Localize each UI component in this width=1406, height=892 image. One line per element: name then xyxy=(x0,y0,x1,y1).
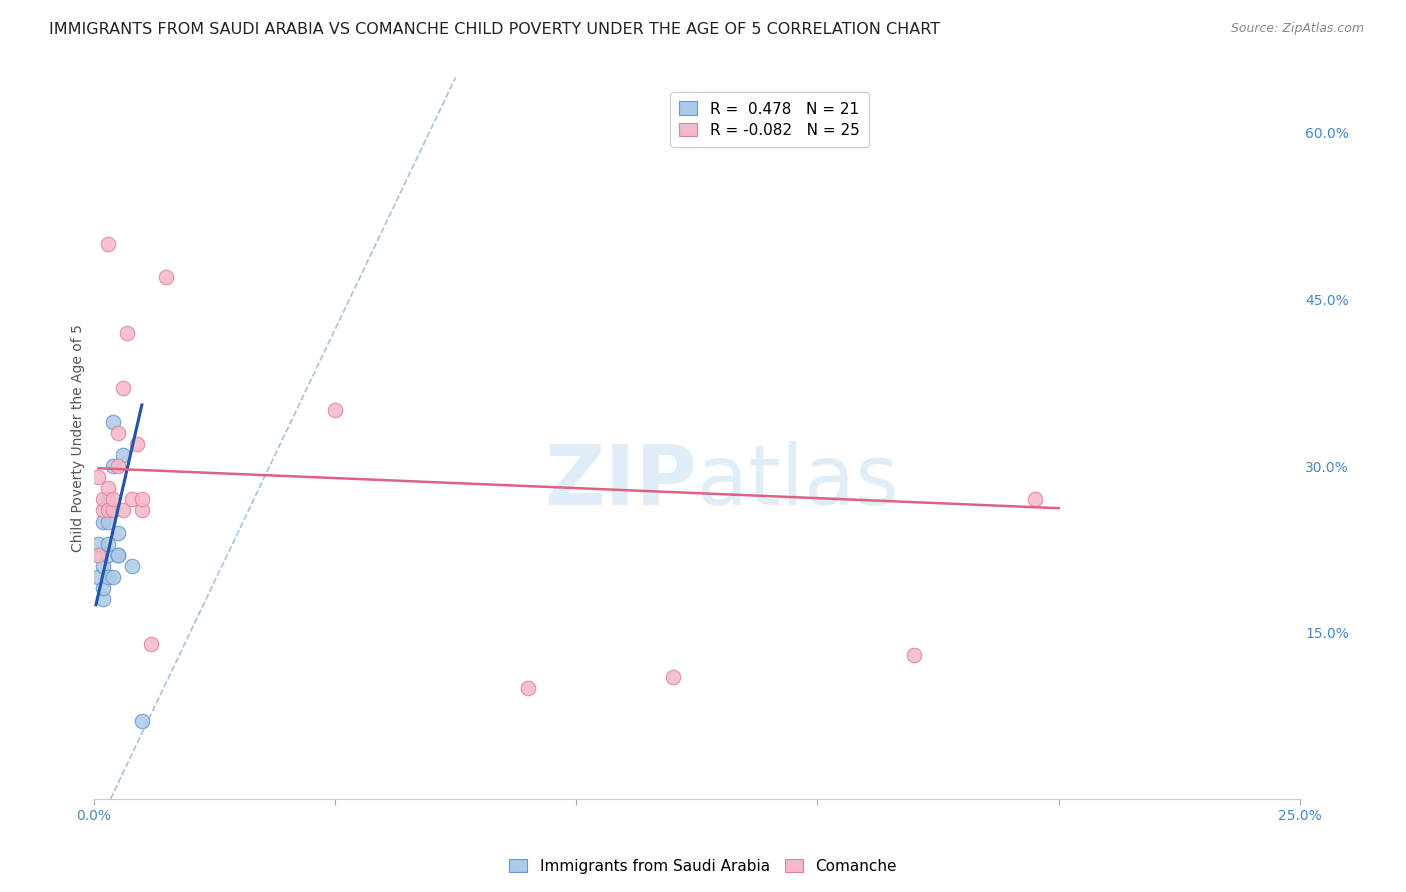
Y-axis label: Child Poverty Under the Age of 5: Child Poverty Under the Age of 5 xyxy=(72,325,86,552)
Point xyxy=(91,515,114,529)
Point xyxy=(91,492,114,507)
Point xyxy=(131,492,153,507)
Point xyxy=(101,503,124,517)
Point xyxy=(107,548,129,562)
Point xyxy=(111,381,134,395)
Point xyxy=(131,714,153,729)
Text: Source: ZipAtlas.com: Source: ZipAtlas.com xyxy=(1230,22,1364,36)
Point xyxy=(111,503,134,517)
Point xyxy=(661,670,683,684)
Point xyxy=(101,570,124,584)
Point xyxy=(97,548,120,562)
Point xyxy=(97,492,120,507)
Point xyxy=(101,415,124,429)
Point xyxy=(87,570,110,584)
Point xyxy=(903,648,925,662)
Point xyxy=(91,558,114,573)
Point xyxy=(107,548,129,562)
Point xyxy=(97,537,120,551)
Point xyxy=(101,458,124,473)
Point xyxy=(87,470,110,484)
Point xyxy=(91,581,114,595)
Point xyxy=(131,503,153,517)
Point xyxy=(107,525,129,540)
Legend: Immigrants from Saudi Arabia, Comanche: Immigrants from Saudi Arabia, Comanche xyxy=(503,853,903,880)
Point xyxy=(516,681,538,695)
Point xyxy=(91,503,114,517)
Point xyxy=(121,558,143,573)
Point xyxy=(97,503,120,517)
Point xyxy=(97,481,120,495)
Point xyxy=(97,515,120,529)
Point xyxy=(91,592,114,607)
Point xyxy=(87,548,110,562)
Point xyxy=(117,326,139,340)
Legend: R =  0.478   N = 21, R = -0.082   N = 25: R = 0.478 N = 21, R = -0.082 N = 25 xyxy=(669,92,869,147)
Point xyxy=(101,492,124,507)
Point xyxy=(87,548,110,562)
Point xyxy=(111,448,134,462)
Point xyxy=(125,437,148,451)
Point xyxy=(141,637,163,651)
Text: atlas: atlas xyxy=(697,441,898,522)
Point xyxy=(155,270,177,285)
Point xyxy=(1024,492,1046,507)
Point xyxy=(97,570,120,584)
Point xyxy=(121,492,143,507)
Point xyxy=(107,425,129,440)
Point xyxy=(107,458,129,473)
Point xyxy=(87,537,110,551)
Point xyxy=(97,237,120,252)
Text: IMMIGRANTS FROM SAUDI ARABIA VS COMANCHE CHILD POVERTY UNDER THE AGE OF 5 CORREL: IMMIGRANTS FROM SAUDI ARABIA VS COMANCHE… xyxy=(49,22,941,37)
Point xyxy=(323,403,346,417)
Text: ZIP: ZIP xyxy=(544,441,697,522)
